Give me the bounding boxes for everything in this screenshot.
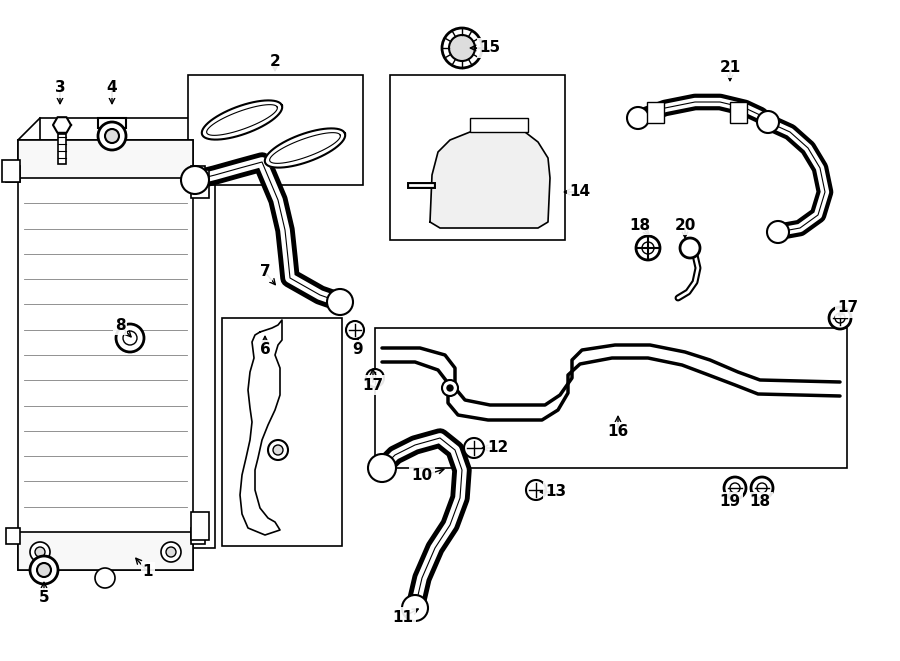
FancyBboxPatch shape xyxy=(6,527,20,543)
Text: 2: 2 xyxy=(270,54,281,69)
FancyBboxPatch shape xyxy=(390,75,565,240)
FancyBboxPatch shape xyxy=(646,102,663,122)
Circle shape xyxy=(442,380,458,396)
Circle shape xyxy=(835,313,845,323)
Circle shape xyxy=(273,445,283,455)
FancyBboxPatch shape xyxy=(18,532,193,570)
FancyBboxPatch shape xyxy=(18,140,193,178)
Text: 15: 15 xyxy=(480,40,500,56)
Text: 18: 18 xyxy=(629,217,651,233)
FancyBboxPatch shape xyxy=(191,527,205,543)
Text: 14: 14 xyxy=(570,184,590,200)
Polygon shape xyxy=(265,128,346,168)
Text: 17: 17 xyxy=(363,377,383,393)
Circle shape xyxy=(757,483,767,493)
Circle shape xyxy=(526,480,546,500)
Circle shape xyxy=(166,547,176,557)
FancyBboxPatch shape xyxy=(191,170,209,198)
FancyBboxPatch shape xyxy=(6,167,20,182)
Polygon shape xyxy=(202,100,283,139)
FancyBboxPatch shape xyxy=(188,75,363,185)
Polygon shape xyxy=(430,130,550,228)
Text: 10: 10 xyxy=(411,469,433,483)
Circle shape xyxy=(30,556,58,584)
Text: 12: 12 xyxy=(488,440,508,455)
Text: 16: 16 xyxy=(608,424,628,440)
Circle shape xyxy=(327,289,353,315)
Circle shape xyxy=(181,166,209,194)
Circle shape xyxy=(402,595,428,621)
FancyBboxPatch shape xyxy=(98,118,126,128)
Circle shape xyxy=(35,547,45,557)
Circle shape xyxy=(680,238,700,258)
Circle shape xyxy=(30,542,50,562)
Circle shape xyxy=(123,331,137,345)
FancyBboxPatch shape xyxy=(730,102,746,122)
Circle shape xyxy=(642,242,654,254)
FancyBboxPatch shape xyxy=(58,134,66,164)
Circle shape xyxy=(161,542,181,562)
Circle shape xyxy=(268,440,288,460)
Text: 18: 18 xyxy=(750,494,770,510)
Circle shape xyxy=(730,483,740,493)
Circle shape xyxy=(98,122,126,150)
Text: 1: 1 xyxy=(143,564,153,580)
Text: 17: 17 xyxy=(837,301,859,315)
Text: 13: 13 xyxy=(545,485,567,500)
Text: 5: 5 xyxy=(39,590,50,605)
Circle shape xyxy=(105,129,119,143)
Text: 20: 20 xyxy=(674,217,696,233)
FancyBboxPatch shape xyxy=(191,512,209,540)
FancyBboxPatch shape xyxy=(2,160,20,182)
FancyBboxPatch shape xyxy=(470,118,528,132)
FancyBboxPatch shape xyxy=(18,140,193,570)
Circle shape xyxy=(627,107,649,129)
Text: 3: 3 xyxy=(55,81,66,95)
Text: 19: 19 xyxy=(719,494,741,510)
Circle shape xyxy=(829,307,851,329)
Circle shape xyxy=(767,221,789,243)
FancyBboxPatch shape xyxy=(191,167,205,182)
Circle shape xyxy=(95,568,115,588)
Circle shape xyxy=(346,321,364,339)
Polygon shape xyxy=(53,117,71,133)
Text: 9: 9 xyxy=(353,342,364,358)
Circle shape xyxy=(368,454,396,482)
Text: 4: 4 xyxy=(107,81,117,95)
FancyBboxPatch shape xyxy=(375,328,847,468)
Circle shape xyxy=(37,563,51,577)
Polygon shape xyxy=(240,320,282,535)
FancyBboxPatch shape xyxy=(40,118,215,548)
Text: 21: 21 xyxy=(719,61,741,75)
Text: 8: 8 xyxy=(114,317,125,332)
Text: 11: 11 xyxy=(392,609,413,625)
Circle shape xyxy=(724,477,746,499)
Circle shape xyxy=(751,477,773,499)
Polygon shape xyxy=(207,104,277,136)
FancyBboxPatch shape xyxy=(222,318,342,546)
Circle shape xyxy=(366,369,384,387)
Text: 6: 6 xyxy=(259,342,270,358)
Circle shape xyxy=(464,438,484,458)
Circle shape xyxy=(442,28,482,68)
Circle shape xyxy=(449,35,475,61)
Circle shape xyxy=(757,111,779,133)
Polygon shape xyxy=(270,133,340,163)
Circle shape xyxy=(447,385,453,391)
Text: 7: 7 xyxy=(260,264,270,280)
Circle shape xyxy=(636,236,660,260)
Circle shape xyxy=(116,324,144,352)
